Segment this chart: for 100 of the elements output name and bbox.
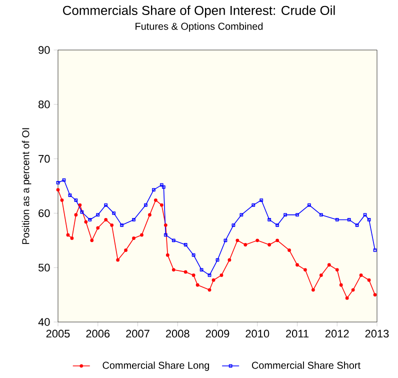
x-tick-label: 2011 — [286, 330, 308, 338]
point — [132, 218, 136, 222]
y-tick-label: 90 — [38, 46, 50, 54]
point — [220, 274, 224, 277]
point — [90, 238, 94, 242]
point — [132, 236, 136, 240]
x-tick-label: 2013 — [365, 330, 389, 338]
point — [68, 194, 72, 197]
point — [319, 213, 323, 217]
point — [212, 278, 216, 282]
y-tick-label: 50 — [38, 264, 50, 272]
x-tick-label: 2006 — [86, 330, 110, 338]
point — [196, 283, 200, 287]
point — [208, 288, 212, 292]
point — [88, 218, 92, 222]
point — [74, 213, 78, 217]
point — [296, 213, 299, 217]
point — [355, 223, 359, 227]
point — [154, 198, 158, 202]
point — [260, 198, 264, 202]
point — [110, 223, 114, 227]
y-tick-label: 70 — [38, 154, 50, 163]
point — [140, 233, 144, 237]
y-tick-label: 40 — [38, 318, 50, 326]
y-tick-label: 80 — [38, 100, 50, 108]
point — [304, 268, 307, 272]
point — [216, 258, 220, 262]
point — [96, 213, 100, 217]
point — [296, 263, 299, 267]
point — [240, 213, 244, 217]
point — [164, 223, 168, 227]
point — [339, 283, 343, 287]
point — [60, 198, 64, 202]
point — [232, 223, 236, 227]
point — [192, 253, 196, 257]
point — [359, 274, 363, 277]
point — [120, 223, 124, 227]
y-tick-label: 60 — [38, 209, 50, 218]
y-axis-title: Position as a percent of OI — [22, 128, 32, 244]
point — [78, 203, 82, 207]
point — [74, 198, 78, 202]
point — [200, 268, 204, 272]
point — [276, 238, 280, 242]
point — [308, 203, 311, 207]
point — [62, 178, 66, 182]
point — [347, 218, 351, 222]
point — [335, 218, 339, 222]
point — [56, 188, 60, 192]
point — [288, 248, 291, 252]
point — [224, 238, 228, 242]
point — [345, 296, 349, 300]
point — [104, 203, 108, 207]
point — [112, 212, 116, 215]
x-tick-label: 2005 — [46, 330, 70, 338]
point — [252, 203, 256, 207]
point — [84, 220, 88, 224]
point — [319, 274, 323, 277]
point — [164, 233, 168, 237]
point — [228, 258, 232, 262]
point — [367, 218, 371, 222]
point — [144, 203, 148, 207]
point — [335, 268, 339, 272]
point — [116, 258, 120, 262]
point — [256, 238, 260, 242]
point — [312, 288, 315, 292]
point — [184, 270, 188, 274]
point — [166, 253, 170, 257]
point — [244, 243, 248, 246]
point — [172, 268, 176, 272]
point — [184, 243, 188, 246]
point — [276, 223, 280, 227]
x-tick-label: 2012 — [325, 330, 349, 338]
point — [148, 213, 152, 217]
point — [96, 226, 100, 230]
point — [104, 218, 108, 222]
x-tick-label: 2008 — [166, 330, 190, 338]
point — [236, 238, 240, 242]
point — [162, 185, 166, 189]
point — [70, 236, 74, 240]
chart-title: Commercials Share of Open Interest: Crude Oil — [63, 6, 335, 18]
point — [268, 218, 272, 222]
point — [363, 213, 367, 217]
x-tick-label: 2007 — [126, 330, 150, 338]
x-tick-label: 2009 — [206, 330, 230, 338]
point — [160, 183, 164, 187]
point — [268, 243, 272, 246]
point — [160, 203, 164, 207]
point — [373, 293, 377, 296]
point — [192, 274, 196, 277]
legend-label: Commercial Share Short — [252, 362, 360, 369]
point — [124, 248, 128, 252]
point — [284, 213, 287, 217]
point — [172, 238, 176, 242]
point — [80, 210, 84, 214]
point — [327, 263, 331, 267]
x-tick-label: 2010 — [246, 330, 270, 338]
point — [66, 233, 70, 237]
legend-label: Commercial Share Long — [102, 362, 210, 371]
chart-subtitle: Futures & Options Combined — [136, 22, 263, 32]
point — [152, 188, 156, 192]
